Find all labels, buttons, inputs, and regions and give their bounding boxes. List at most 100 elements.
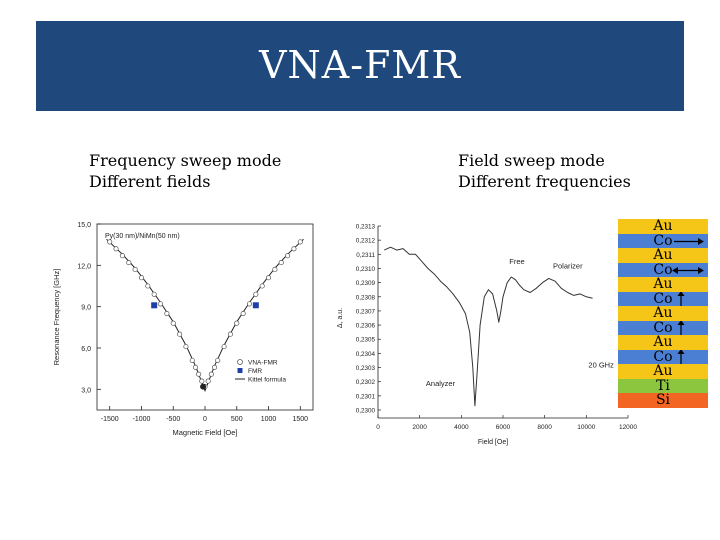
layer-label: Au (653, 247, 673, 263)
x-tick-label: 0 (376, 424, 380, 431)
x-tick-label: 12000 (619, 424, 637, 431)
layer-co: Co (618, 348, 708, 365)
layer-label: Au (653, 218, 673, 234)
annotation-20ghz: 20 GHz (588, 361, 614, 370)
y-tick-label: 0,2308 (356, 294, 376, 301)
y-tick-label: 3,0 (81, 387, 91, 394)
legend-fmr-label: FMR (248, 368, 262, 375)
vna-fmr-point (246, 301, 253, 307)
vna-fmr-point (177, 331, 183, 337)
magnetization-arrow-icon (672, 266, 704, 274)
vna-fmr-point (211, 364, 218, 370)
title-banner: VNA-FMR (36, 21, 684, 111)
fmr-point (151, 302, 158, 309)
vna-fmr-point (265, 275, 272, 281)
legend-kittel-label: Kittel formula (248, 377, 286, 384)
x-tick-label: 8000 (537, 424, 552, 431)
magnetization-arrow-icon (674, 237, 704, 245)
legend-fmr-marker (237, 368, 243, 373)
annotation-analyzer: Analyzer (426, 379, 456, 388)
y-tick-label: 12,0 (77, 263, 91, 270)
vna-fmr-point (196, 371, 202, 377)
left-caption-line1: Frequency sweep mode (89, 151, 282, 170)
kittel-formula-line (106, 238, 304, 393)
layer-au: Au (618, 248, 708, 263)
left-caption: Frequency sweep mode Different fields (89, 150, 281, 192)
magnetization-arrow-icon (677, 349, 685, 364)
y-axis-label: Resonance Frequency [GHz] (52, 269, 61, 366)
y-tick-label: 9,0 (81, 305, 91, 312)
y-tick-label: 0,2300 (356, 408, 376, 415)
layer-label: Au (653, 334, 673, 350)
layer-si: Si (618, 393, 708, 408)
vna-fmr-point (208, 371, 214, 377)
layer-co: Co (618, 290, 708, 307)
fmr-point (252, 302, 259, 309)
x-tick-label: 2000 (412, 424, 427, 431)
vna-fmr-point (272, 266, 278, 273)
x-axis-label: Field [Oe] (478, 439, 508, 446)
vna-fmr-point (215, 357, 221, 363)
sample-label: Py(30 nm)/NiMn(50 nm) (105, 233, 180, 240)
y-tick-label: 15,0 (77, 222, 91, 229)
layer-co: Co (618, 319, 708, 336)
x-tick-label: -1000 (133, 416, 151, 423)
layer-label: Co (653, 232, 673, 249)
layer-ti: Ti (618, 377, 708, 394)
x-tick-label: 6000 (496, 424, 511, 431)
x-tick-label: 500 (231, 416, 243, 423)
vna-fmr-point (113, 246, 119, 252)
vna-fmr-point (138, 275, 145, 281)
y-tick-label: 0,2301 (356, 393, 376, 400)
layer-co: Co (618, 232, 708, 249)
vna-fmr-point (126, 260, 132, 266)
vna-fmr-point (119, 253, 125, 259)
x-tick-label: 1500 (293, 416, 309, 423)
right-caption-line2: Different frequencies (458, 172, 631, 191)
vna-fmr-point (291, 246, 297, 252)
minimum-cluster-point (200, 383, 207, 390)
x-tick-label: -1500 (101, 416, 119, 423)
frequency-sweep-chart: 3,0 6,0 9,0 12,0 15,0 -1500 -1000 -500 0 500 1000 1… (52, 222, 314, 437)
annotation-free: Free (509, 257, 524, 266)
layer-label: Au (653, 305, 673, 321)
slide-title: VNA-FMR (259, 43, 461, 87)
layer-label: Co (653, 261, 673, 278)
vna-fmr-point (285, 253, 291, 259)
field-sweep-chart: 0,2300 0,2301 0,2302 0,2303 0,2304 0,2305 0,23… (337, 224, 637, 447)
vna-fmr-point (297, 239, 303, 245)
vna-fmr-point (192, 364, 199, 370)
vna-fmr-point (240, 311, 246, 317)
vna-fmr-point (164, 311, 170, 317)
x-tick-label: 0 (203, 416, 207, 423)
vna-fmr-point (259, 283, 265, 289)
vna-fmr-point (221, 344, 227, 350)
y-tick-label: 0,2311 (356, 252, 375, 259)
layer-label: Co (653, 348, 673, 365)
vna-fmr-point (151, 291, 157, 297)
vna-fmr-point (234, 320, 240, 326)
vna-fmr-point (205, 378, 211, 384)
vna-fmr-point (199, 378, 205, 384)
layer-co: Co (618, 261, 708, 278)
x-tick-label: 4000 (454, 424, 469, 431)
vna-fmr-point (132, 266, 138, 273)
x-axis-label: Magnetic Field [Oe] (172, 428, 237, 437)
x-tick-label: 10000 (577, 424, 595, 431)
vna-fmr-point (170, 320, 176, 326)
field-sweep-line (384, 246, 593, 407)
layer-au: Au (618, 219, 708, 234)
magnetization-arrow-icon (677, 291, 685, 306)
layer-stack: Au Co Au Co Au Co Au Co Au Co Au Ti Si (618, 219, 708, 408)
layer-au: Au (618, 364, 708, 379)
layer-label: Ti (656, 377, 670, 394)
y-tick-label: 0,2312 (356, 238, 376, 245)
x-tick-label: -500 (166, 416, 180, 423)
right-caption-line1: Field sweep mode (458, 151, 605, 170)
y-tick-label: 0,2313 (356, 224, 376, 231)
y-tick-label: 0,2304 (356, 351, 376, 358)
x-tick-label: 1000 (261, 416, 277, 423)
layer-label: Co (653, 319, 673, 336)
layer-label: Si (655, 392, 671, 408)
layer-label: Co (653, 290, 673, 307)
